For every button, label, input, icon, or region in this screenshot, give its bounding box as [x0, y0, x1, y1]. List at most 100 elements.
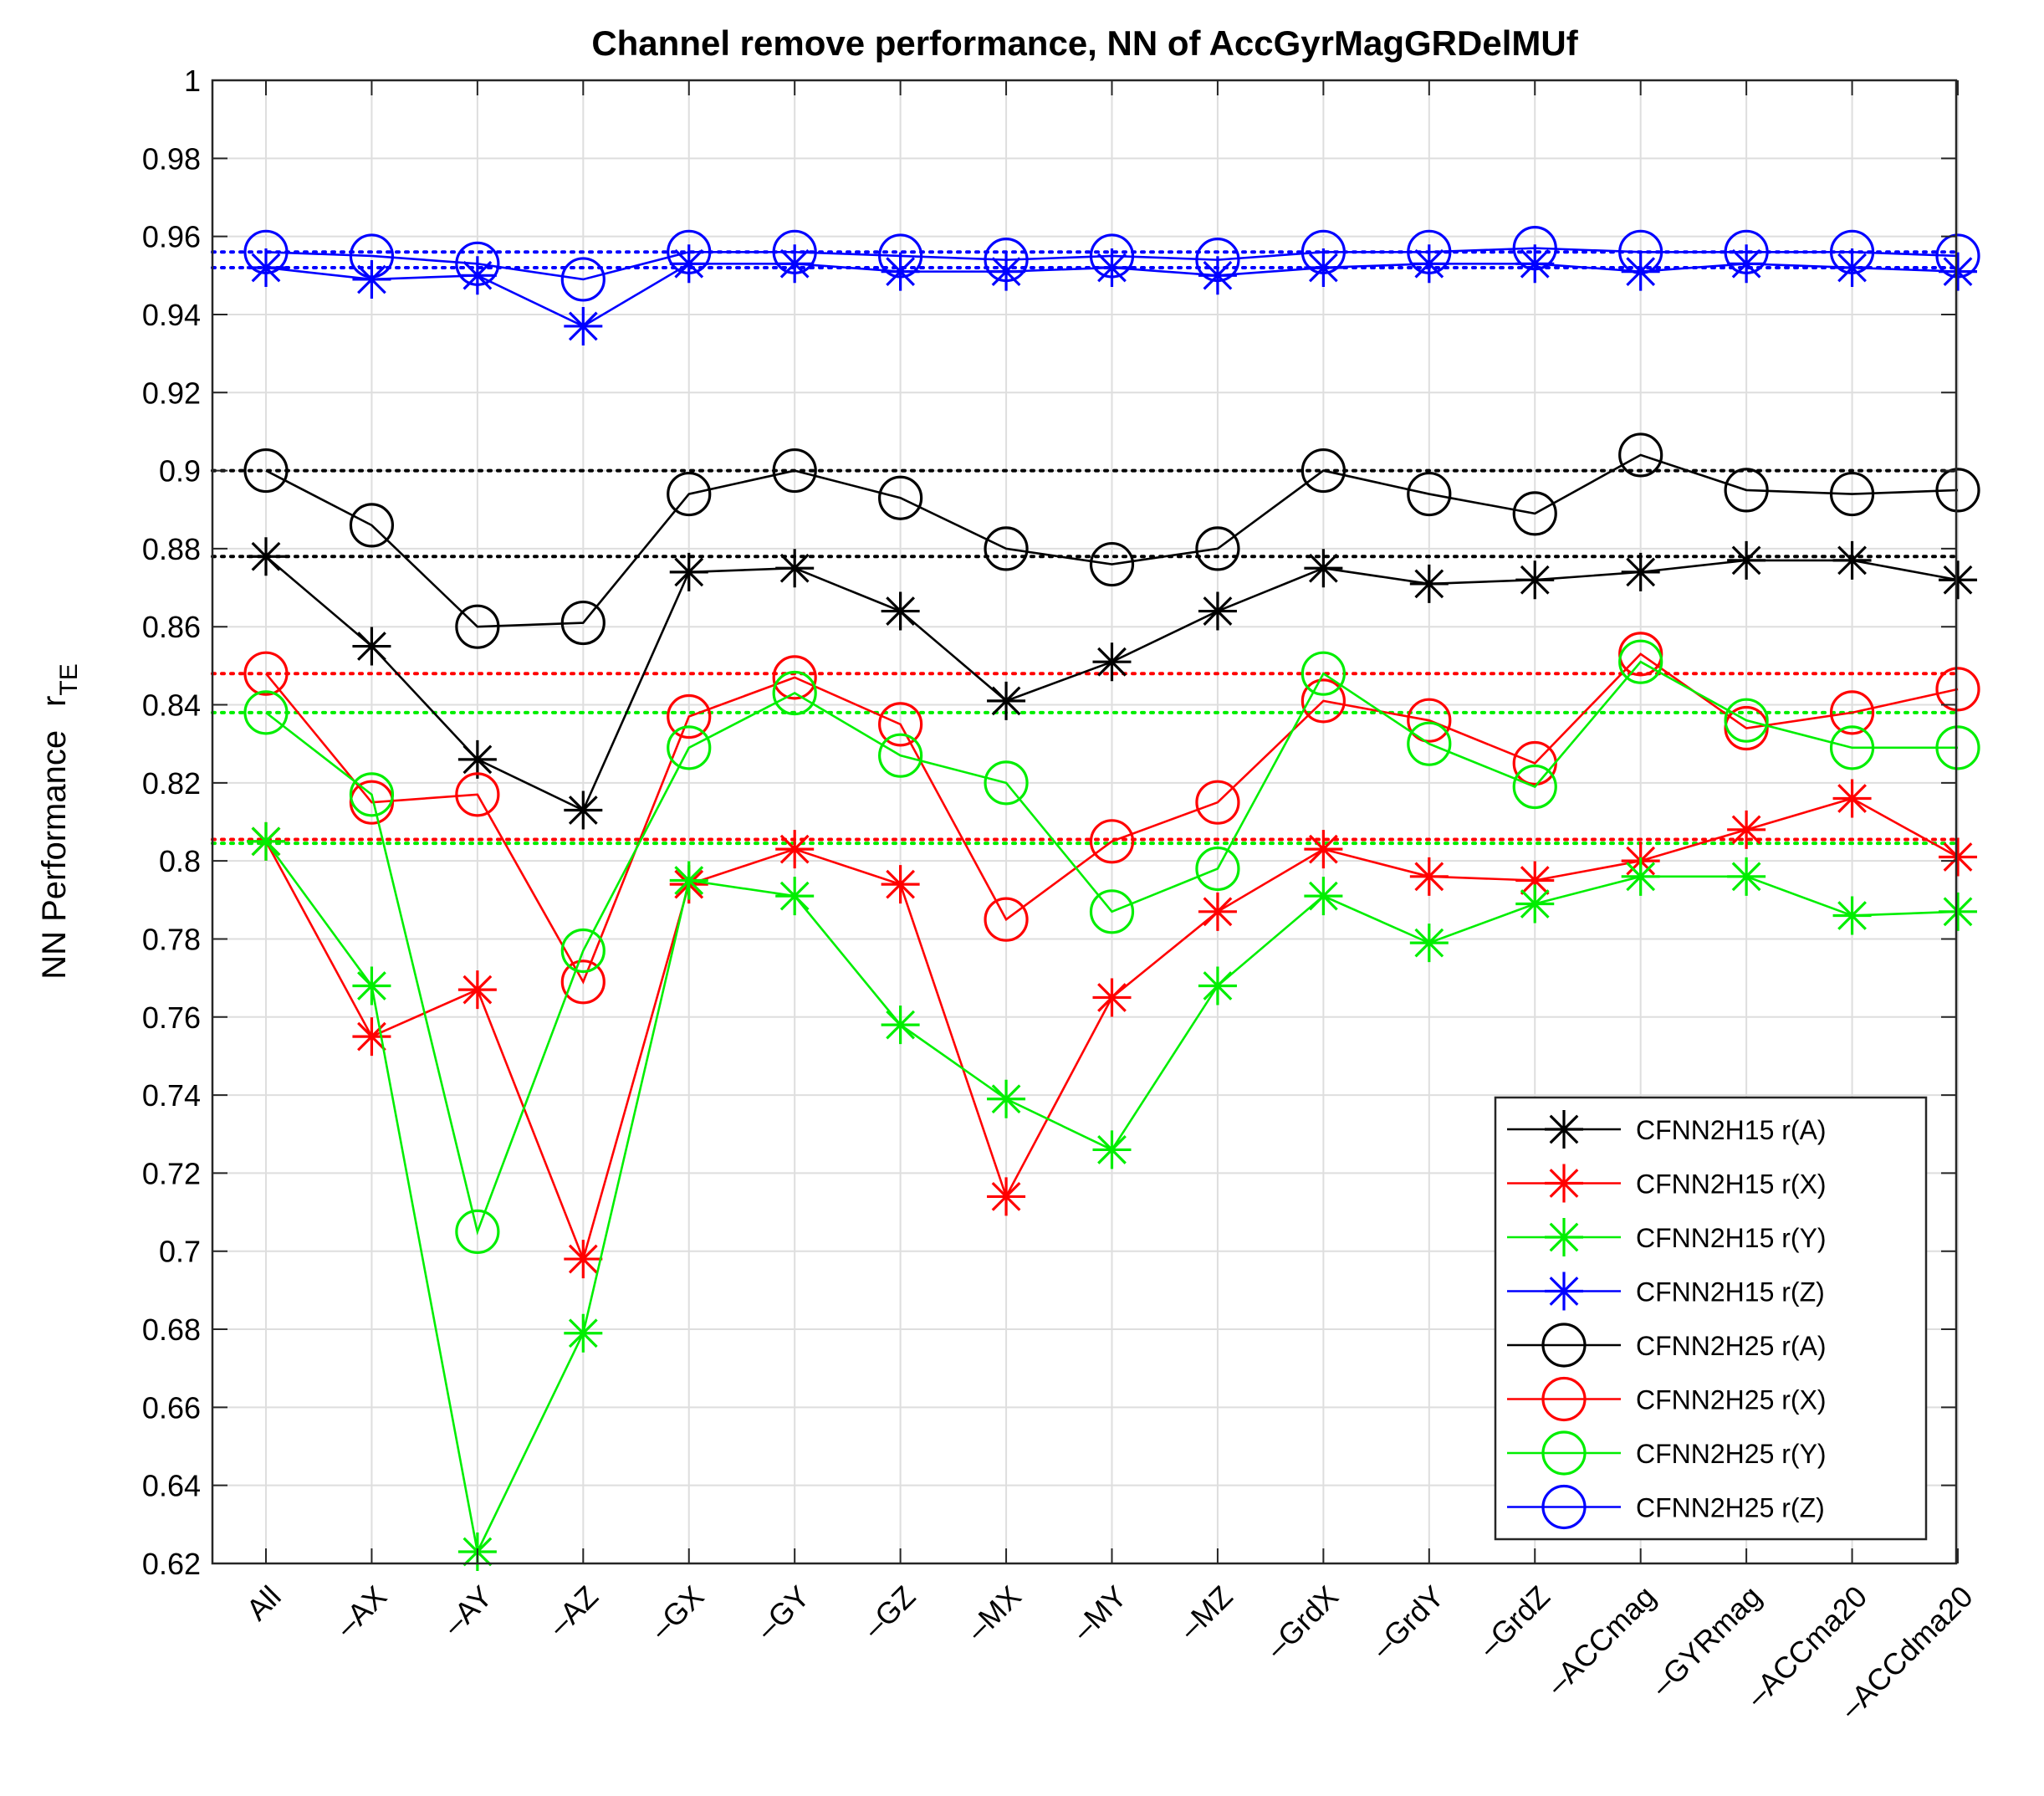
y-tick-label: 0.76: [142, 1000, 201, 1035]
data-point-asterisk: [247, 248, 285, 287]
y-tick-label: 0.92: [142, 376, 201, 410]
data-point-circle: [1935, 725, 1980, 770]
y-tick-label: 0.68: [142, 1312, 201, 1347]
series-cfnn2h15-r-a-: [247, 537, 1977, 830]
data-point-circle: [243, 448, 289, 494]
data-point-circle: [984, 526, 1029, 571]
data-point-circle: [878, 702, 923, 747]
data-point-asterisk: [247, 537, 285, 576]
data-point-asterisk: [1092, 978, 1132, 1017]
series-cfnn2h15-r-y-: [247, 821, 1977, 1571]
y-tick-label: 0.96: [142, 220, 201, 254]
y-tick-label: 0.8: [159, 844, 201, 878]
y-tick-label: 0.78: [142, 922, 201, 956]
data-point-asterisk: [1092, 248, 1132, 287]
data-point-asterisk: [669, 552, 708, 591]
data-point-asterisk: [987, 1177, 1026, 1216]
data-point-circle: [667, 693, 712, 739]
data-point-asterisk: [352, 627, 391, 666]
y-axis-ticks: 0.62 0.64 0.66 0.68 0.7 0.72 0.74 0.76 0.78 0.8 0.…: [142, 64, 1956, 1581]
legend-label: CFNN2H15 r(Y): [1636, 1223, 1827, 1253]
data-point-asterisk: [1727, 810, 1766, 849]
series-cfnn2h25-r-a-: [243, 432, 1980, 649]
data-point-asterisk: [564, 1313, 603, 1353]
data-point-asterisk: [1304, 877, 1343, 916]
data-point-asterisk: [1621, 552, 1660, 591]
data-point-asterisk: [775, 830, 815, 869]
data-point-circle: [1300, 229, 1346, 274]
data-point-circle: [349, 233, 395, 279]
data-point-circle: [1724, 468, 1769, 513]
data-point-circle: [1089, 541, 1135, 587]
legend-marker-asterisk: [1545, 1272, 1583, 1311]
data-point-asterisk: [352, 1017, 391, 1057]
plot-frame: [211, 79, 1958, 1565]
data-point-circle: [1618, 639, 1663, 684]
y-tick-label: 0.88: [142, 532, 201, 566]
data-point-circle: [1512, 764, 1557, 810]
data-point-circle: [1195, 846, 1240, 892]
data-point-asterisk: [987, 681, 1026, 720]
y-tick-label: 0.62: [142, 1547, 201, 1581]
legend-marker-circle: [1541, 1430, 1587, 1476]
series-cfnn2h15-r-z-: [247, 244, 1977, 345]
data-point-circle: [1829, 471, 1875, 517]
data-point-asterisk: [1832, 896, 1872, 935]
data-point-circle: [243, 690, 289, 735]
data-point-circle: [667, 725, 712, 770]
data-point-circle: [1407, 229, 1452, 274]
y-tick-label: 0.74: [142, 1078, 201, 1113]
data-point-circle: [772, 448, 817, 494]
y-tick-label: 0.66: [142, 1390, 201, 1425]
data-point-asterisk: [1304, 549, 1343, 588]
legend-label: CFNN2H25 r(Y): [1636, 1439, 1827, 1469]
data-point-circle: [1724, 705, 1769, 751]
data-point-circle: [1300, 651, 1346, 696]
data-point-asterisk: [1515, 884, 1555, 924]
legend-label: CFNN2H15 r(A): [1636, 1115, 1827, 1145]
data-point-asterisk: [1832, 540, 1872, 580]
data-point-circle: [878, 233, 923, 279]
data-point-asterisk: [775, 549, 815, 588]
chart-title: Channel remove performance, NN of AccGyr…: [591, 23, 1578, 63]
data-point-asterisk: [1409, 564, 1449, 603]
data-point-asterisk: [564, 306, 603, 345]
data-point-asterisk: [1727, 540, 1766, 580]
data-point-asterisk: [457, 739, 497, 779]
data-point-asterisk: [247, 821, 285, 861]
data-point-circle: [1935, 468, 1980, 513]
data-point-asterisk: [1409, 924, 1449, 963]
data-point-circle: [1829, 690, 1875, 735]
series-cfnn2h25-r-x-: [243, 632, 1980, 1005]
legend-label: CFNN2H15 r(X): [1636, 1169, 1827, 1200]
data-point-asterisk: [775, 244, 815, 284]
y-tick-label: 1: [184, 64, 201, 98]
data-point-asterisk: [1515, 861, 1555, 900]
y-tick-label: 0.84: [142, 688, 201, 723]
data-point-circle: [772, 229, 817, 274]
legend-label: CFNN2H25 r(Z): [1636, 1493, 1825, 1523]
legend-box: [1494, 1096, 1928, 1541]
data-point-asterisk: [1939, 837, 1977, 877]
data-point-circle: [667, 471, 712, 517]
data-point-asterisk: [1727, 244, 1766, 284]
data-point-circle: [560, 959, 606, 1005]
series-line: [265, 247, 1959, 281]
data-point-asterisk: [881, 1005, 920, 1045]
data-point-circle: [243, 651, 289, 696]
data-point-circle: [1935, 233, 1980, 279]
data-point-circle: [455, 241, 500, 286]
data-point-circle: [1618, 432, 1663, 478]
data-point-circle: [560, 600, 606, 646]
data-point-circle: [984, 760, 1029, 806]
y-tick-label: 0.64: [142, 1469, 201, 1503]
data-point-asterisk: [1832, 779, 1872, 818]
data-point-circle: [984, 238, 1029, 283]
legend-label: CFNN2H25 r(A): [1636, 1331, 1827, 1361]
data-point-circle: [1195, 526, 1240, 571]
data-point-circle: [560, 928, 606, 974]
data-point-circle: [349, 780, 395, 825]
data-point-asterisk: [1832, 248, 1872, 287]
data-point-asterisk: [881, 865, 920, 904]
